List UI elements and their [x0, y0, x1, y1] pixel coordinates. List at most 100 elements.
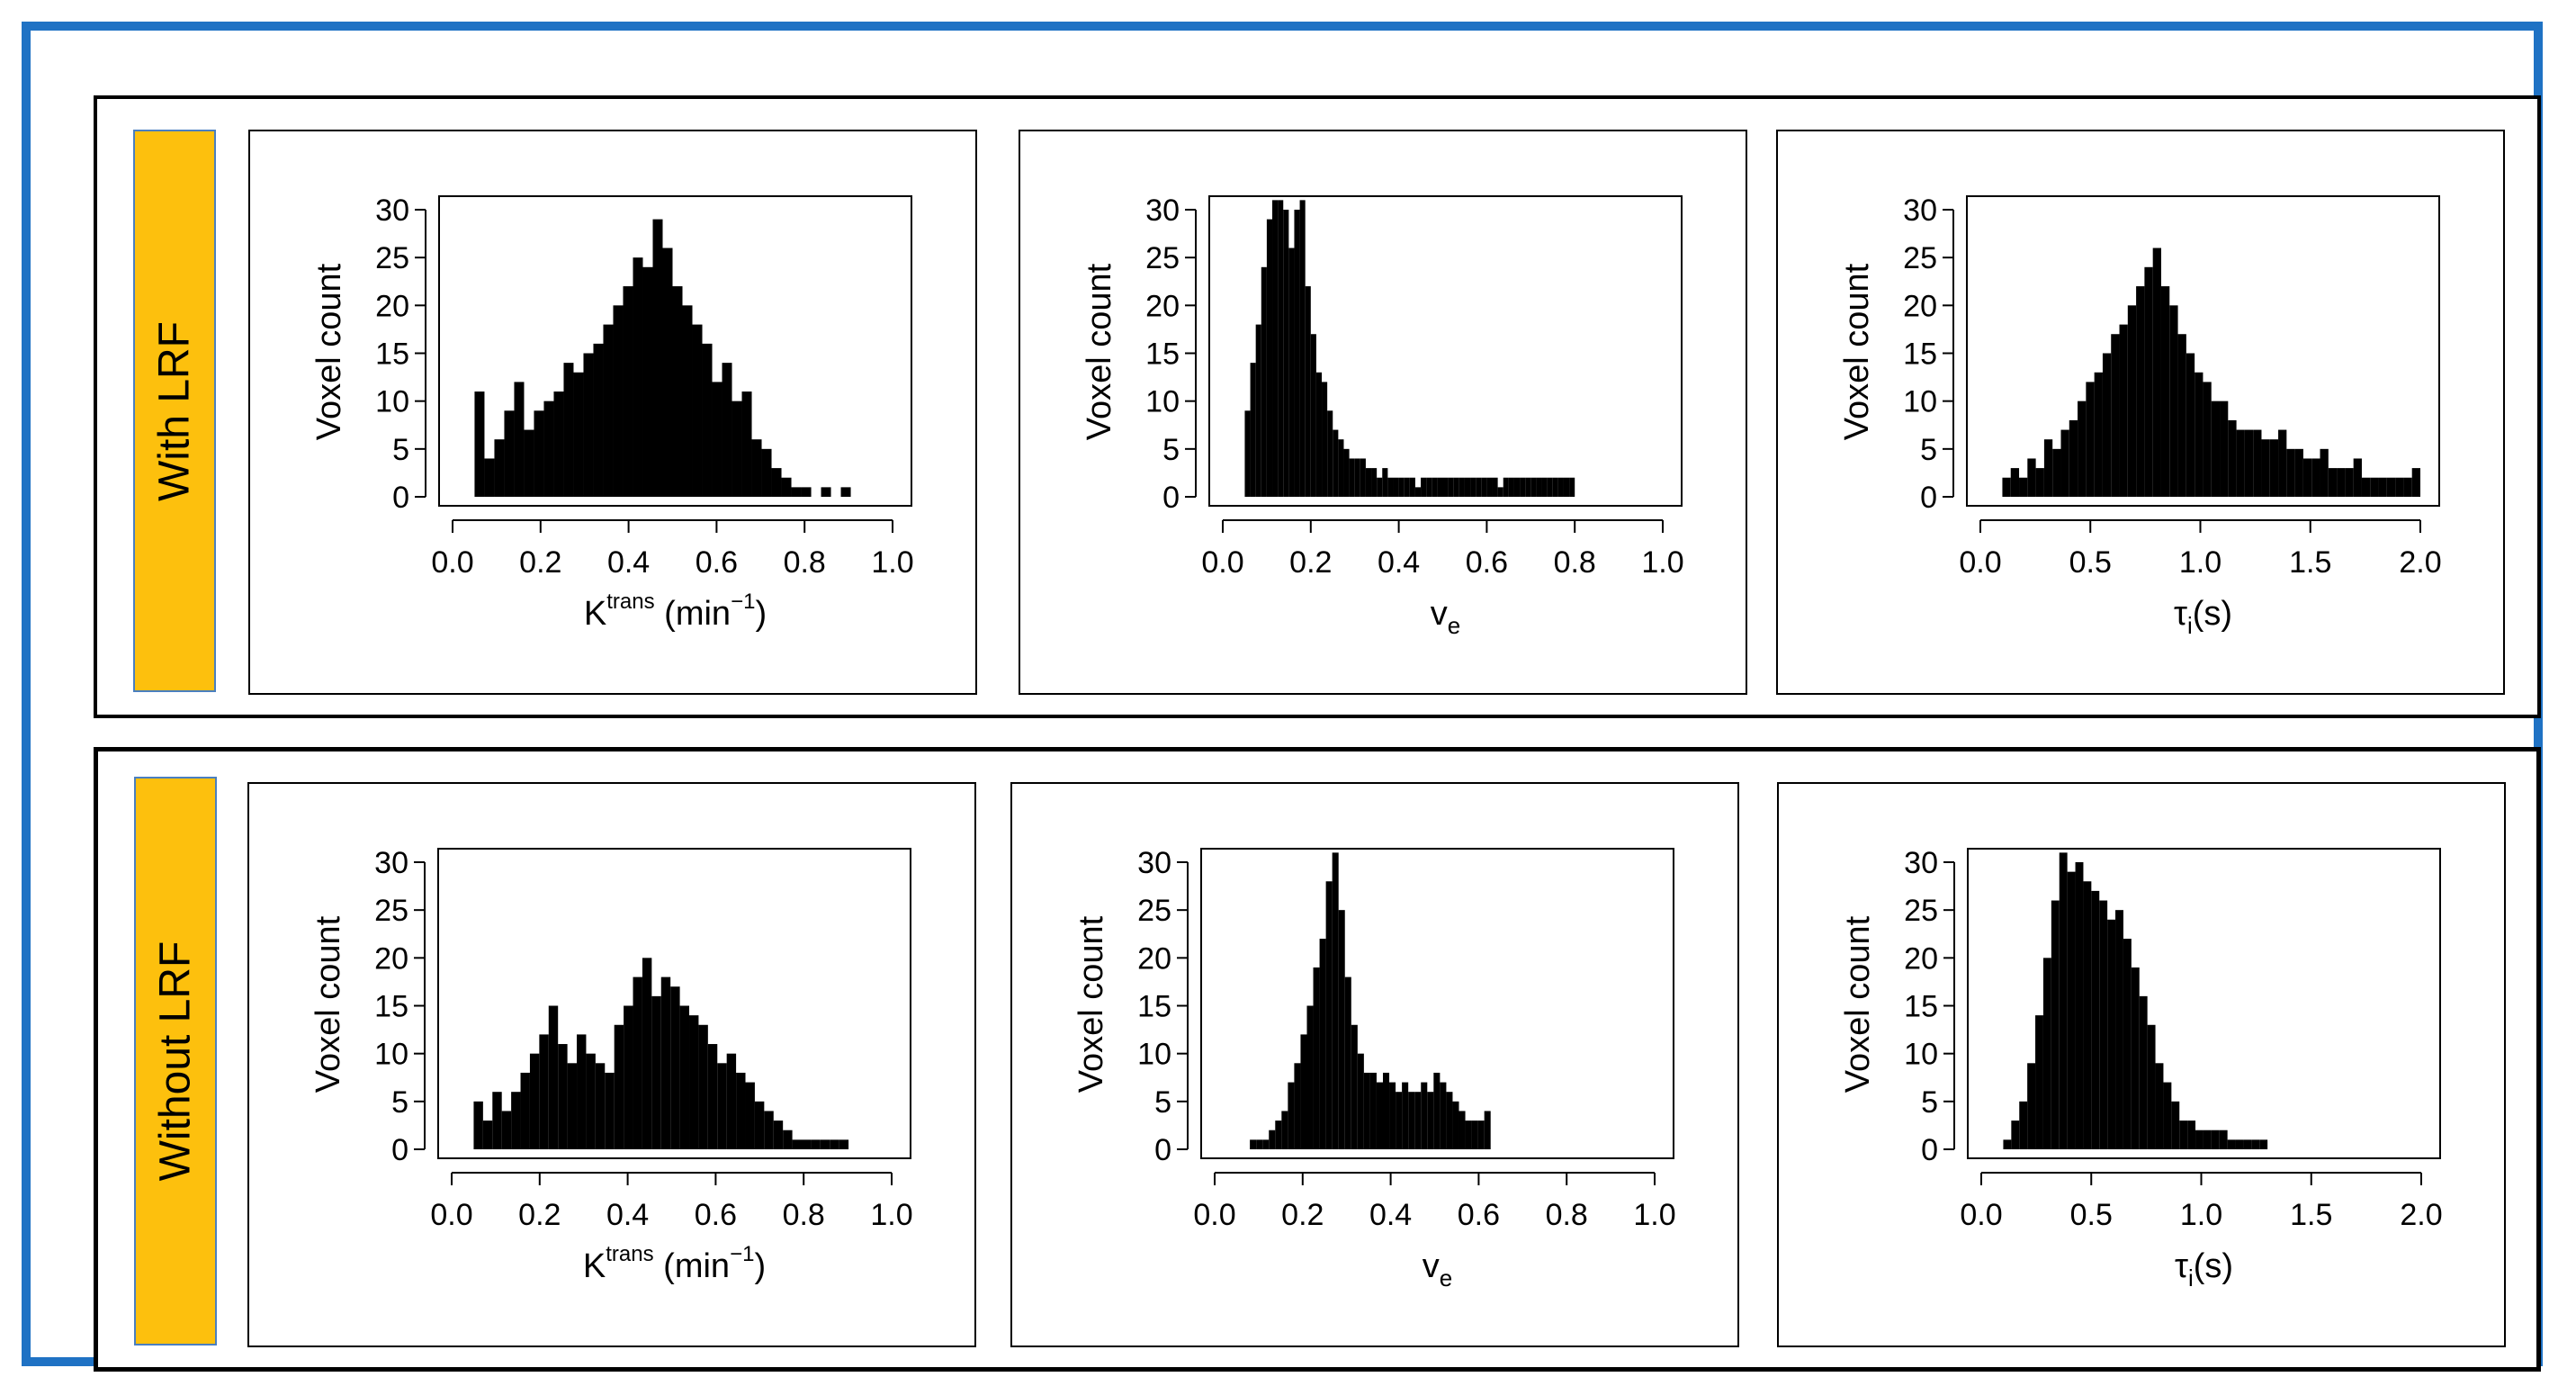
histogram-bar — [761, 448, 772, 497]
histogram-bar — [1497, 487, 1503, 497]
histogram-bar — [1349, 458, 1355, 497]
histogram-bar — [2328, 468, 2338, 497]
histogram-bar — [1371, 468, 1378, 497]
histogram-bar — [1306, 1005, 1314, 1149]
histogram-bar — [1520, 477, 1526, 497]
histogram-bar — [1440, 1082, 1447, 1149]
histogram-bar — [2051, 900, 2060, 1149]
histogram-bar — [614, 1024, 624, 1149]
histogram-bar — [1369, 1072, 1377, 1149]
y-tick-label: 25 — [375, 241, 409, 275]
x-label-unit-sup: −1 — [731, 590, 755, 614]
y-tick-label: 15 — [374, 990, 408, 1024]
histogram-bar — [2086, 382, 2095, 497]
y-axis-label: Voxel count — [1073, 915, 1110, 1093]
histogram-bar — [1387, 477, 1394, 497]
y-tick-label: 30 — [1145, 194, 1180, 228]
histogram-bar — [2219, 1130, 2228, 1149]
x-tick-label: 1.5 — [2289, 545, 2331, 580]
histogram-bar — [2236, 429, 2245, 497]
histogram-bar — [1310, 334, 1316, 497]
histogram-bar — [558, 1044, 568, 1149]
histogram-bar — [2042, 958, 2051, 1149]
chart-svg: 0 5 10 15 20 25 30 Voxel count 0.0 0.2 0.4 0.6 0.8 1.… — [310, 194, 914, 633]
x-tick-label: 0.0 — [1960, 1198, 2002, 1232]
histogram-bar — [2370, 477, 2379, 497]
x-tick-label: 0.8 — [784, 545, 826, 580]
x-label-main: K — [584, 595, 606, 633]
x-tick-label: 0.4 — [607, 545, 650, 580]
x-axis-label: τi(s) — [2175, 1247, 2233, 1292]
histogram-bar — [1557, 477, 1564, 497]
x-axis-label: τi(s) — [2174, 595, 2232, 639]
histogram-bar — [2075, 862, 2084, 1149]
histogram-bar — [484, 458, 495, 497]
chart-svg: 0 5 10 15 20 25 30 Voxel count 0.0 0.2 0.4 0.6 0.8 1.… — [1073, 846, 1676, 1292]
x-tick-label: 0.5 — [2069, 545, 2112, 580]
without-lrf-group: Without LRF 0 5 10 15 20 25 30 Voxel count 0.0 0.… — [94, 747, 2541, 1372]
histogram-bar — [1332, 852, 1339, 1149]
histogram-bars — [2002, 248, 2420, 497]
x-tick-label: 0.2 — [519, 545, 561, 580]
y-tick-label: 5 — [391, 1085, 408, 1120]
y-tick-label: 0 — [1921, 1133, 1938, 1167]
histogram-bar — [2010, 468, 2020, 497]
histogram-bar — [1333, 429, 1339, 497]
histogram-bar — [652, 219, 663, 497]
histogram-bar — [840, 487, 851, 497]
y-tick-label: 10 — [374, 1038, 408, 1072]
figure-frame: With LRF 0 5 10 15 20 25 30 Voxel count 0.0 0.2 0.… — [22, 22, 2543, 1372]
histogram-bar — [2337, 468, 2346, 497]
x-axis-label: Ktrans (min−1) — [583, 1242, 766, 1285]
histogram-bar — [1262, 1139, 1270, 1149]
histogram-bar — [736, 1072, 746, 1149]
y-tick-label: 15 — [1904, 990, 1938, 1024]
histogram-bar — [754, 1101, 765, 1149]
histogram-bar — [2187, 1120, 2196, 1149]
x-tick-label: 0.2 — [1281, 1198, 1324, 1232]
y-tick-label: 0 — [391, 1133, 408, 1167]
plot-box — [438, 195, 912, 507]
histogram-bar — [2131, 967, 2140, 1149]
histogram-bar — [2111, 334, 2120, 497]
x-tick-label: 0.2 — [518, 1198, 561, 1232]
histogram-bar — [2286, 448, 2295, 497]
x-tick-label: 0.0 — [1201, 545, 1243, 580]
histogram-bar — [1476, 477, 1482, 497]
histogram-bar — [1547, 477, 1553, 497]
histogram-bar — [534, 410, 544, 497]
histogram-bar — [1305, 286, 1311, 497]
x-tick-label: 0.6 — [1466, 545, 1508, 580]
histogram-bar — [524, 429, 534, 497]
histogram-bar — [595, 1063, 606, 1149]
histogram-bar — [623, 286, 633, 497]
x-label-unit: (s) — [2193, 595, 2232, 633]
histogram-bar — [2259, 1139, 2268, 1149]
histogram-bar — [2243, 1139, 2252, 1149]
histogram-bars — [474, 219, 851, 497]
histogram-bar — [2078, 400, 2087, 497]
histogram-bar — [1569, 477, 1575, 497]
histogram-bar — [1357, 1053, 1364, 1149]
histogram-bar — [2253, 429, 2262, 497]
histogram-bar — [660, 976, 671, 1149]
y-tick-label: 0 — [1154, 1133, 1171, 1167]
histogram-bar — [741, 392, 752, 497]
histogram-bar — [2003, 1139, 2012, 1149]
histogram-bars — [473, 958, 849, 1149]
histogram-bar — [820, 1139, 830, 1149]
y-tick-label: 20 — [374, 941, 408, 976]
x-label-sup: trans — [606, 1242, 653, 1266]
histogram-bar — [624, 1005, 633, 1149]
histogram-bar — [2235, 1139, 2244, 1149]
plot-box — [1966, 195, 2440, 507]
x-tick-label: 2.0 — [2400, 1198, 2442, 1232]
histogram-bar — [1363, 1072, 1370, 1149]
histogram-bar — [2269, 439, 2279, 497]
y-tick-label: 30 — [1137, 846, 1171, 880]
histogram-bar — [1377, 477, 1383, 497]
histogram-bar — [2294, 448, 2303, 497]
histogram-bar — [1338, 439, 1344, 497]
histogram-bar — [2083, 881, 2092, 1149]
panel-taui-without-lrf: 0 5 10 15 20 25 30 Voxel count 0.0 0.5 1.0 1.5 2.0 τi… — [1777, 782, 2506, 1347]
